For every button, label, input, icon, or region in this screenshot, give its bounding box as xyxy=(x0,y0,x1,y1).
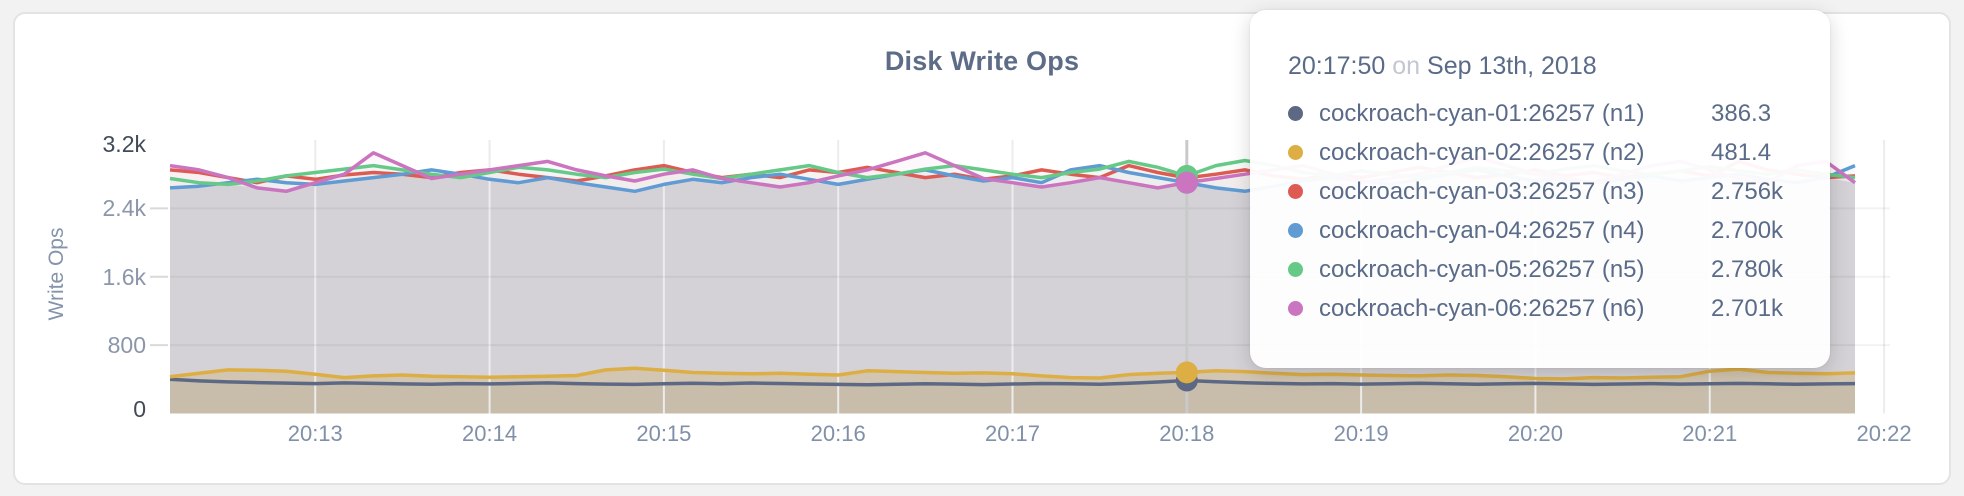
series-color-dot xyxy=(1288,106,1303,121)
tooltip-series-value: 2.780k xyxy=(1711,255,1784,283)
tooltip-series-label: cockroach-cyan-02:26257 (n2) xyxy=(1319,138,1645,166)
x-tick-label: 20:16 xyxy=(810,421,866,446)
series-color-dot xyxy=(1288,223,1303,238)
tooltip-row: cockroach-cyan-01:26257 (n1) 386.3 xyxy=(1288,94,1796,133)
tooltip-row: cockroach-cyan-05:26257 (n5) 2.780k xyxy=(1288,250,1796,289)
y-tick-label: 800 xyxy=(107,332,146,359)
tooltip-series-value: 2.756k xyxy=(1711,177,1784,205)
series-color-dot xyxy=(1288,145,1303,160)
chart-tooltip: 20:17:50 on Sep 13th, 2018 cockroach-cya… xyxy=(1250,10,1830,368)
tooltip-conjunction: on xyxy=(1392,52,1421,80)
y-tick-label: 3.2k xyxy=(102,131,146,157)
y-tick-label: 2.4k xyxy=(102,195,146,222)
x-tick-label: 20:22 xyxy=(1856,421,1912,446)
tooltip-time: 20:17:50 xyxy=(1288,52,1386,80)
tooltip-date: Sep 13th, 2018 xyxy=(1427,52,1597,80)
x-tick-label: 20:14 xyxy=(462,421,518,446)
x-tick-label: 20:20 xyxy=(1507,421,1563,446)
x-tick-label: 20:19 xyxy=(1333,421,1389,446)
tooltip-row: cockroach-cyan-04:26257 (n4) 2.700k xyxy=(1288,211,1796,250)
tooltip-series-label: cockroach-cyan-05:26257 (n5) xyxy=(1319,255,1645,283)
series-color-dot xyxy=(1288,301,1303,316)
x-tick-label: 20:17 xyxy=(984,421,1041,446)
tooltip-rows: cockroach-cyan-01:26257 (n1) 386.3 cockroa… xyxy=(1288,94,1796,328)
tooltip-series-value: 2.700k xyxy=(1711,216,1784,244)
hover-dots xyxy=(1175,164,1198,392)
x-tick-label: 20:13 xyxy=(287,421,343,446)
y-tick-label: 1.6k xyxy=(102,263,146,290)
tooltip-series-value: 2.701k xyxy=(1711,294,1784,322)
tooltip-row: cockroach-cyan-02:26257 (n2) 481.4 xyxy=(1288,133,1796,172)
tooltip-header: 20:17:50 on Sep 13th, 2018 xyxy=(1288,52,1796,81)
tooltip-series-label: cockroach-cyan-01:26257 (n1) xyxy=(1319,99,1645,127)
x-tick-label: 20:21 xyxy=(1682,421,1738,446)
chart-title: Disk Write Ops xyxy=(884,46,1080,76)
tooltip-row: cockroach-cyan-06:26257 (n6) 2.701k xyxy=(1288,289,1796,328)
series-color-dot xyxy=(1288,184,1303,199)
tooltip-row: cockroach-cyan-03:26257 (n3) 2.756k xyxy=(1288,172,1796,211)
tooltip-series-value: 481.4 xyxy=(1711,138,1772,166)
tooltip-series-label: cockroach-cyan-04:26257 (n4) xyxy=(1319,216,1645,244)
tooltip-series-label: cockroach-cyan-03:26257 (n3) xyxy=(1319,177,1645,205)
x-tick-label: 20:18 xyxy=(1159,421,1215,446)
series-color-dot xyxy=(1288,262,1303,277)
x-tick-label: 20:15 xyxy=(636,421,692,446)
y-tick-label: 0 xyxy=(133,395,146,422)
tooltip-series-value: 386.3 xyxy=(1711,99,1772,127)
tooltip-series-label: cockroach-cyan-06:26257 (n6) xyxy=(1319,294,1645,322)
